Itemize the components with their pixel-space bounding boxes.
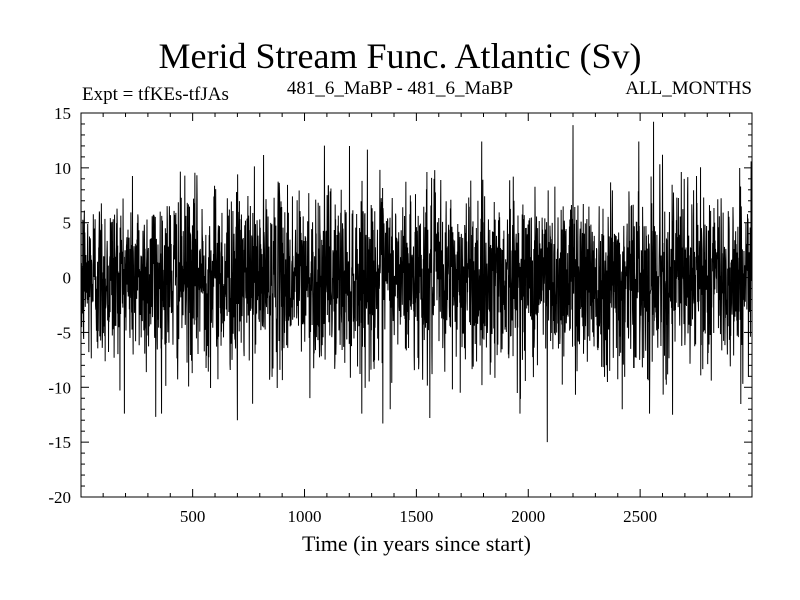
y-tick-label: -15	[48, 433, 71, 452]
tick-label-layer: -20 -15 -10 -5 0 5 10 15 500 1000 1500 2000 2500	[48, 104, 657, 526]
x-tick-label: 1000	[288, 507, 322, 526]
tick-layer	[81, 112, 752, 498]
x-axis-label: Time (in years since start)	[302, 531, 531, 556]
x-tick-label: 500	[180, 507, 206, 526]
series-line	[80, 121, 753, 443]
y-tick-label: 10	[54, 159, 71, 178]
x-tick-label: 1500	[399, 507, 433, 526]
x-tick-label: 2000	[511, 507, 545, 526]
y-tick-label: -5	[57, 323, 71, 342]
y-tick-label: 5	[63, 214, 72, 233]
chart-title: Merid Stream Func. Atlantic (Sv)	[158, 36, 642, 76]
plot-frame	[80, 112, 753, 498]
y-tick-label: -10	[48, 378, 71, 397]
months-label: ALL_MONTHS	[625, 78, 752, 99]
experiment-label: Expt = tfKEs-tfJAs	[82, 84, 229, 105]
y-tick-label: 0	[63, 269, 72, 288]
period-label: 481_6_MaBP - 481_6_MaBP	[286, 78, 514, 99]
x-tick-label: 2500	[623, 507, 657, 526]
y-tick-label: -20	[48, 488, 71, 507]
y-tick-label: 15	[54, 104, 71, 123]
